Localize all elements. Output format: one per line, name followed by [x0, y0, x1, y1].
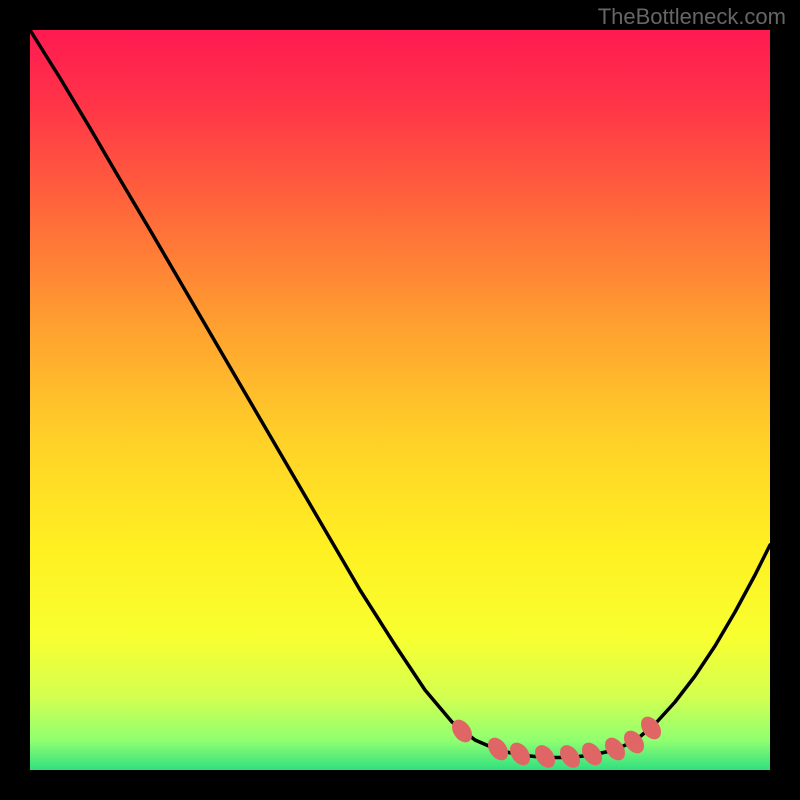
frame-right — [770, 0, 800, 800]
bottleneck-chart — [0, 0, 800, 800]
frame-left — [0, 0, 30, 800]
frame-bottom — [0, 770, 800, 800]
plot-background — [30, 30, 770, 770]
watermark-text: TheBottleneck.com — [598, 4, 786, 30]
